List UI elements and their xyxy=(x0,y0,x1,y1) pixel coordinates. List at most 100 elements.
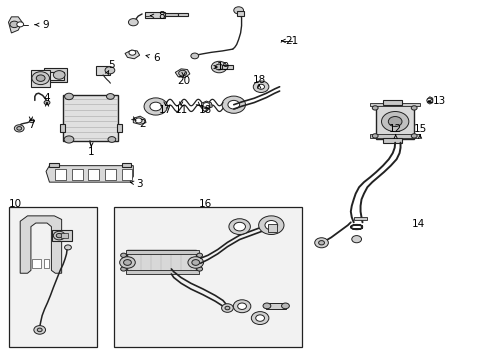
Bar xyxy=(43,259,49,268)
Circle shape xyxy=(34,325,45,334)
Circle shape xyxy=(17,127,21,130)
Circle shape xyxy=(258,216,284,234)
Bar xyxy=(369,103,419,106)
Bar xyxy=(61,233,68,238)
Circle shape xyxy=(190,53,198,59)
Text: 10: 10 xyxy=(9,199,22,210)
Text: 15: 15 xyxy=(412,124,426,134)
Bar xyxy=(267,224,276,232)
Circle shape xyxy=(251,312,268,324)
Bar xyxy=(382,138,402,143)
Text: 4: 4 xyxy=(43,93,50,103)
Circle shape xyxy=(203,103,209,108)
Circle shape xyxy=(17,22,23,27)
Circle shape xyxy=(56,233,62,238)
Bar xyxy=(369,134,419,138)
Circle shape xyxy=(121,253,126,257)
Circle shape xyxy=(351,235,361,243)
Circle shape xyxy=(263,303,270,309)
Bar xyxy=(88,169,99,180)
Bar xyxy=(122,163,131,167)
Circle shape xyxy=(36,75,45,81)
Bar xyxy=(96,66,110,75)
Circle shape xyxy=(32,72,49,85)
Bar xyxy=(43,68,67,82)
Text: 16: 16 xyxy=(199,199,212,210)
Polygon shape xyxy=(20,216,61,273)
Text: 18: 18 xyxy=(252,75,265,85)
Circle shape xyxy=(44,100,50,105)
Circle shape xyxy=(105,67,115,74)
Text: 18: 18 xyxy=(199,105,212,115)
Bar xyxy=(52,230,72,241)
Bar xyxy=(127,250,195,273)
Circle shape xyxy=(106,94,114,99)
Bar xyxy=(117,125,122,132)
Circle shape xyxy=(371,134,377,138)
Circle shape xyxy=(191,260,199,265)
Bar xyxy=(49,163,59,167)
Circle shape xyxy=(53,231,65,240)
Bar xyxy=(222,65,232,69)
Bar xyxy=(178,13,187,16)
Circle shape xyxy=(144,98,167,115)
Bar xyxy=(122,169,132,180)
Circle shape xyxy=(410,134,416,138)
Circle shape xyxy=(14,125,24,132)
Text: 11: 11 xyxy=(174,105,187,115)
Circle shape xyxy=(121,267,126,271)
Polygon shape xyxy=(427,97,432,104)
Circle shape xyxy=(10,21,19,28)
Bar xyxy=(195,255,200,270)
Circle shape xyxy=(64,245,71,250)
Circle shape xyxy=(228,219,250,234)
Circle shape xyxy=(128,19,138,26)
Circle shape xyxy=(196,253,202,257)
Circle shape xyxy=(64,93,73,100)
Text: 7: 7 xyxy=(27,121,34,130)
Circle shape xyxy=(64,136,74,143)
Text: 17: 17 xyxy=(159,105,172,115)
Circle shape xyxy=(224,306,229,310)
Circle shape xyxy=(314,238,328,248)
Circle shape xyxy=(196,267,202,271)
Circle shape xyxy=(222,96,245,113)
Text: 6: 6 xyxy=(153,53,160,63)
Circle shape xyxy=(381,112,408,132)
Circle shape xyxy=(233,7,243,14)
Bar xyxy=(49,72,64,80)
Circle shape xyxy=(264,221,277,230)
Bar xyxy=(32,259,41,268)
Circle shape xyxy=(426,98,432,103)
Polygon shape xyxy=(125,50,140,59)
Text: 21: 21 xyxy=(285,36,298,46)
Circle shape xyxy=(318,240,324,245)
Text: 19: 19 xyxy=(217,62,230,72)
Polygon shape xyxy=(46,166,133,182)
Circle shape xyxy=(120,257,135,268)
Bar xyxy=(60,125,65,132)
Bar xyxy=(105,169,116,180)
Circle shape xyxy=(255,315,264,321)
Circle shape xyxy=(211,61,226,73)
Bar xyxy=(55,169,66,180)
Circle shape xyxy=(410,106,416,110)
Text: 20: 20 xyxy=(177,76,190,86)
Bar xyxy=(122,255,127,270)
Circle shape xyxy=(253,81,268,93)
Circle shape xyxy=(257,84,264,89)
Bar xyxy=(114,207,302,347)
Text: 1: 1 xyxy=(88,147,95,157)
Bar xyxy=(145,12,164,18)
Text: 14: 14 xyxy=(410,219,424,229)
Bar xyxy=(125,270,198,274)
Circle shape xyxy=(237,303,246,310)
Circle shape xyxy=(129,50,136,55)
Circle shape xyxy=(215,64,223,70)
Bar xyxy=(382,100,402,105)
Circle shape xyxy=(150,102,161,111)
Circle shape xyxy=(233,222,245,231)
Circle shape xyxy=(37,328,42,332)
Polygon shape xyxy=(201,101,212,109)
Text: 3: 3 xyxy=(136,179,142,189)
